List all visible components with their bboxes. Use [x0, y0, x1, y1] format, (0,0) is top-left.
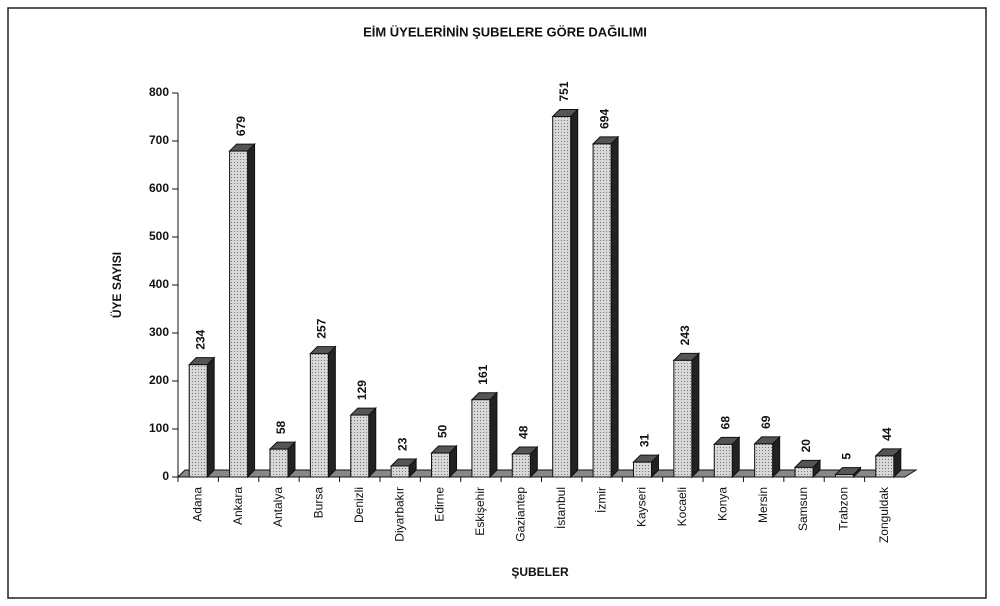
bar [350, 414, 370, 478]
bar [592, 143, 612, 478]
data-label: 23 [395, 437, 409, 451]
bar-group [713, 436, 741, 479]
y-tick-label: 300 [149, 325, 169, 339]
y-tick-label: 600 [149, 181, 169, 195]
bar [794, 466, 814, 478]
bar [511, 453, 531, 478]
bar-side [247, 142, 256, 479]
bar-side [691, 352, 700, 479]
bar-group [874, 447, 903, 479]
bar-group [753, 435, 781, 479]
y-axis-label: ÜYE SAYISI [109, 252, 124, 318]
bar [713, 443, 733, 478]
bar-group [430, 444, 458, 479]
x-tick-label: Gaziantep [513, 487, 527, 542]
x-tick-label: Bursa [312, 487, 326, 519]
bar-group [309, 345, 337, 479]
x-tick-label: İstanbul [554, 487, 568, 529]
x-tick-label: Konya [715, 487, 729, 521]
x-tick-label: Samsun [796, 487, 810, 531]
data-label: 751 [557, 81, 571, 101]
x-tick-label: Eskişehir [473, 487, 487, 536]
bar [188, 364, 208, 478]
bar-group [349, 406, 377, 479]
bar-group [632, 453, 660, 479]
x-tick-label: Edirne [433, 487, 447, 522]
chart-title: EİM ÜYELERİNİN ŞUBELERE GÖRE DAĞILIMI [363, 24, 647, 39]
bar-group [268, 440, 297, 479]
data-label: 50 [436, 424, 450, 438]
data-label: 69 [759, 415, 773, 429]
bar-side [570, 108, 579, 479]
x-tick-label: Adana [190, 487, 204, 522]
bar [552, 116, 572, 478]
x-tick-label: Zonguldak [877, 486, 891, 543]
y-tick-label: 200 [149, 373, 169, 387]
data-label: 129 [355, 380, 369, 400]
x-axis-label: ŞUBELER [511, 565, 569, 579]
bar-group [389, 457, 418, 479]
bar-side [206, 356, 215, 479]
y-tick-label: 400 [149, 277, 169, 291]
bar [309, 353, 329, 478]
frame [7, 7, 987, 599]
bar-group [470, 391, 499, 479]
bar [754, 443, 774, 478]
x-tick-label: Ankara [231, 487, 245, 525]
bar [471, 399, 491, 478]
x-tick-label: Kocaeli [675, 487, 689, 526]
y-tick-label: 0 [162, 469, 169, 483]
data-label: 694 [597, 109, 611, 129]
bar [431, 452, 451, 478]
x-tick-label: Denizli [352, 487, 366, 523]
bar [229, 150, 249, 478]
bar-group [551, 108, 579, 479]
x-tick-label: Mersin [756, 487, 770, 523]
bar-group [834, 466, 862, 479]
x-tick-label: Antalya [271, 487, 285, 527]
bar-group [228, 142, 256, 479]
bar-group [672, 352, 701, 479]
bar [875, 455, 895, 478]
bar [834, 474, 854, 478]
bar [673, 359, 693, 478]
data-label: 257 [315, 318, 329, 338]
bar [632, 461, 652, 478]
bar-group [591, 135, 620, 479]
data-label: 31 [638, 433, 652, 447]
bar-group [511, 445, 539, 479]
bar-side [327, 345, 336, 479]
x-tick-label: İzmir [594, 487, 608, 513]
x-tick-label: Kayseri [635, 487, 649, 527]
data-label: 58 [274, 420, 288, 434]
data-label: 44 [880, 427, 894, 441]
data-label: 20 [799, 439, 813, 453]
bar-group [187, 356, 216, 479]
x-tick-label: Trabzon [837, 487, 851, 531]
data-label: 68 [718, 416, 732, 430]
bar [269, 448, 289, 478]
x-tick-label: Diyarbakır [392, 487, 406, 542]
data-label: 48 [516, 425, 530, 439]
y-tick-label: 100 [149, 421, 169, 435]
y-tick-label: 800 [149, 85, 169, 99]
data-label: 234 [193, 329, 207, 349]
bar-side [368, 406, 377, 479]
data-label: 161 [476, 364, 490, 384]
y-tick-label: 700 [149, 133, 169, 147]
data-label: 679 [234, 116, 248, 136]
data-label: 5 [840, 453, 854, 460]
bar-side [610, 135, 619, 479]
data-label: 243 [678, 325, 692, 345]
bar-side [489, 391, 498, 479]
y-tick-label: 500 [149, 229, 169, 243]
bar-group [793, 459, 822, 479]
bar [390, 465, 410, 478]
